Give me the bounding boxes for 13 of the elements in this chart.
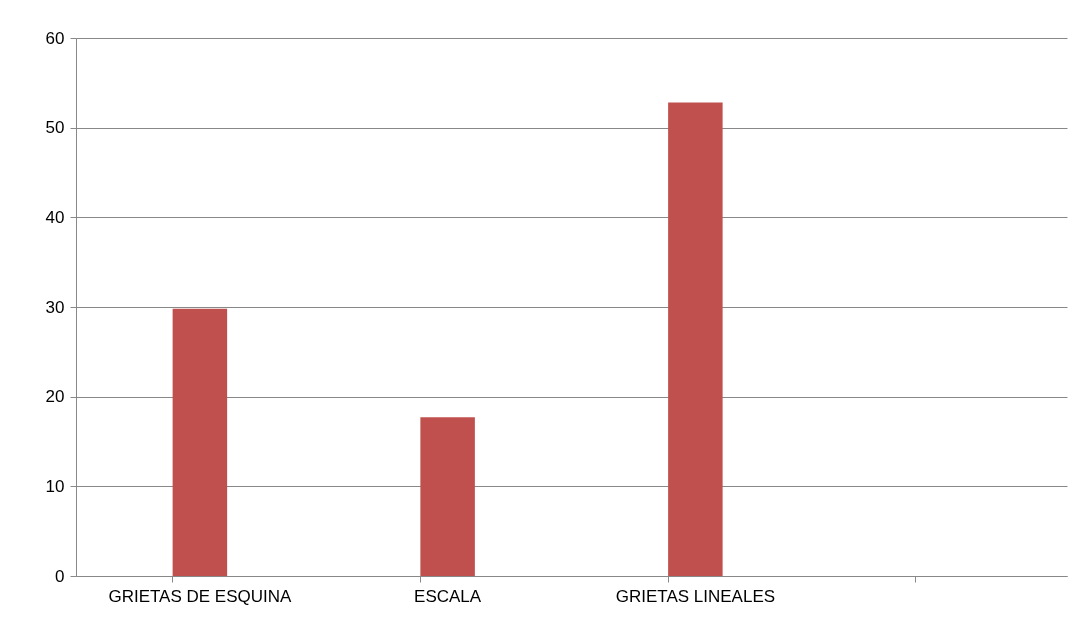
y-tick-label: 40	[45, 207, 65, 227]
y-tick-label: 10	[45, 476, 65, 496]
y-tick-label: 20	[45, 387, 65, 407]
x-tick-label: ESCALA	[414, 586, 482, 606]
y-tick-label: 60	[45, 28, 65, 48]
y-tick-label: 30	[45, 297, 65, 317]
bar	[172, 308, 228, 576]
y-tick-label: 0	[55, 566, 65, 586]
x-tick-label: GRIETAS DE ESQUINA	[108, 586, 292, 606]
x-tick-label: GRIETAS LINEALES	[615, 586, 776, 606]
bar	[420, 417, 475, 576]
y-tick-label: 50	[45, 118, 65, 138]
bar	[668, 102, 723, 576]
